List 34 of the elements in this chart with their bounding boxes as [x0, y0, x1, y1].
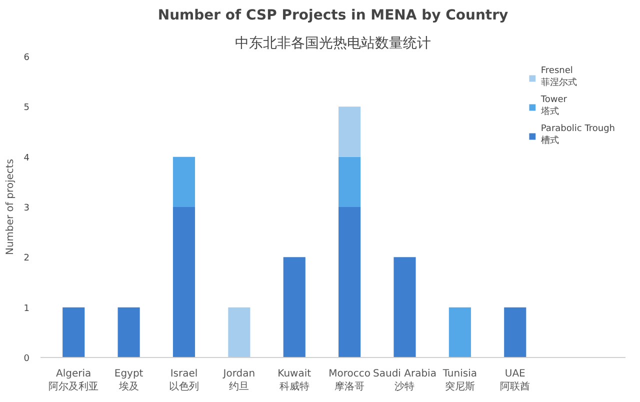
x-tick-label: Algeria 阿尔及利亚 — [48, 368, 99, 393]
bar — [228, 307, 250, 358]
bar — [504, 307, 526, 358]
y-tick-label: 5 — [24, 103, 30, 114]
x-tick-label: Saudi Arabia 沙特 — [373, 368, 436, 393]
bar — [338, 156, 361, 207]
y-tick-label: 6 — [24, 53, 30, 63]
chart-title: Number of CSP Projects in MENA by Country — [158, 8, 508, 24]
y-tick-label: 4 — [24, 153, 30, 164]
bar — [283, 257, 306, 358]
y-tick-label: 3 — [24, 204, 30, 214]
x-tick-label: Tunisia 突尼斯 — [442, 368, 478, 393]
bar — [448, 307, 471, 358]
legend-label: Tower 塔式 — [540, 95, 567, 118]
chart-subtitle: 中东北非各国光热电站数量统计 — [235, 36, 431, 52]
bar — [394, 257, 416, 358]
x-tick-label: Jordan 约旦 — [222, 368, 256, 393]
x-tick-label: UAE 阿联酋 — [500, 368, 530, 393]
x-tick-label: Kuwait 科威特 — [278, 368, 312, 393]
bar — [172, 207, 196, 358]
legend-label: Fresnel 菲涅尔式 — [540, 66, 577, 89]
bar — [338, 207, 361, 358]
bar — [172, 156, 196, 207]
bar — [62, 307, 85, 358]
x-tick-label: Israel 以色列 — [168, 368, 199, 393]
bar — [118, 307, 140, 358]
x-tick-label: Morocco 摩洛哥 — [328, 368, 370, 393]
y-tick-label: 2 — [24, 254, 30, 264]
legend-label: Parabolic Trough 槽式 — [540, 124, 615, 147]
bar — [338, 106, 361, 157]
y-tick-label: 1 — [24, 304, 30, 314]
x-tick-label: Egypt 埃及 — [114, 368, 144, 393]
y-axis-title: Number of projects — [4, 158, 16, 256]
y-tick-label: 0 — [24, 354, 30, 364]
